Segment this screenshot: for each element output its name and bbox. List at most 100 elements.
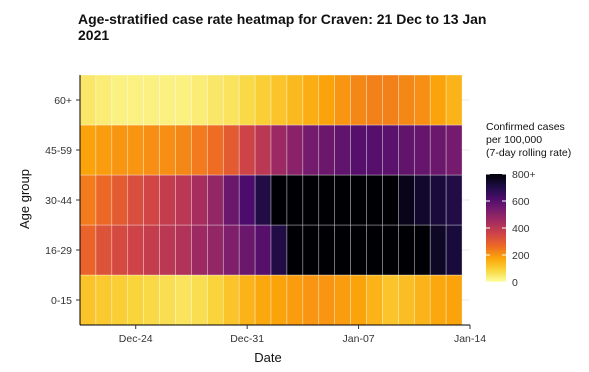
heatmap-cell-45-59-day-24 xyxy=(445,124,463,176)
heatmap-cell-0-15-day-5 xyxy=(143,274,160,326)
heatmap-cell-60+-day-7 xyxy=(175,74,192,126)
legend-title-line-2: per 100,000 xyxy=(486,134,542,146)
heatmap-cell-16-29-day-9 xyxy=(207,224,224,276)
legend-tick-label-200: 200 xyxy=(512,250,530,262)
legend-tick-label-400: 400 xyxy=(512,223,530,235)
heatmap-cell-0-15-day-15 xyxy=(302,274,320,326)
heatmap-cell-45-59-day-9 xyxy=(207,124,224,176)
heatmap-cell-16-29-day-16 xyxy=(318,224,335,276)
heatmap-cell-30-44-day-9 xyxy=(207,174,224,226)
x-axis-title: Date xyxy=(254,350,281,365)
heatmap-cell-30-44-day-13 xyxy=(270,174,288,226)
heatmap-cell-45-59-day-17 xyxy=(334,124,351,176)
legend-color-bar xyxy=(486,174,506,282)
heatmap-cell-60+-day-13 xyxy=(270,74,288,126)
heatmap-cell-45-59-day-2 xyxy=(95,124,113,176)
heatmap-cell-16-29-day-2 xyxy=(95,224,113,276)
heatmap-cell-60+-day-15 xyxy=(302,74,320,126)
heatmap-cell-60+-day-19 xyxy=(366,74,383,126)
heatmap-cell-16-29-day-3 xyxy=(111,224,129,276)
heatmap-cell-60+-day-23 xyxy=(429,74,447,126)
heatmap-cell-60+-day-16 xyxy=(318,74,335,126)
heatmap-cell-0-15-day-4 xyxy=(127,274,144,326)
heatmap-cell-30-44-day-11 xyxy=(238,174,256,226)
heatmap-cell-45-59-day-4 xyxy=(127,124,144,176)
heatmap-cell-0-15-day-17 xyxy=(334,274,351,326)
heatmap-cell-0-15-day-3 xyxy=(111,274,129,326)
heatmap-cell-0-15-day-12 xyxy=(254,274,272,326)
heatmap-cell-45-59-day-8 xyxy=(191,124,208,176)
heatmap-cell-0-15-day-2 xyxy=(95,274,113,326)
heatmap-cell-45-59-day-13 xyxy=(270,124,288,176)
heatmap-cell-16-29-day-17 xyxy=(334,224,351,276)
heatmap-cell-0-15-day-11 xyxy=(238,274,256,326)
heatmap-cell-16-29-day-24 xyxy=(445,224,463,276)
heatmap-cell-0-15-day-19 xyxy=(366,274,383,326)
color-legend: Confirmed cases per 100,000 (7-day rolli… xyxy=(486,121,571,289)
heatmap-cell-16-29-day-15 xyxy=(302,224,320,276)
legend-tick-label-800+: 800+ xyxy=(512,169,536,181)
heatmap-cell-30-44-day-3 xyxy=(111,174,129,226)
heatmap-cell-30-44-day-15 xyxy=(302,174,320,226)
heatmap-cell-30-44-day-19 xyxy=(366,174,383,226)
heatmap-cell-30-44-day-17 xyxy=(334,174,351,226)
heatmap-cell-60+-day-8 xyxy=(191,74,208,126)
heatmap-cell-0-15-day-21 xyxy=(398,274,415,326)
heatmap-cell-60+-day-22 xyxy=(413,74,431,126)
heatmap-cell-30-44-day-16 xyxy=(318,174,335,226)
x-tick-label-Dec-24: Dec-24 xyxy=(119,333,153,345)
heatmap-cell-30-44-day-10 xyxy=(222,174,240,226)
heatmap-cell-45-59-day-15 xyxy=(302,124,320,176)
heatmap-cell-30-44-day-21 xyxy=(398,174,415,226)
y-tick-label-16-29: 16-29 xyxy=(45,245,72,257)
heatmap-cell-45-59-day-7 xyxy=(175,124,192,176)
heatmap-cell-30-44-day-22 xyxy=(413,174,431,226)
heatmap-cell-16-29-day-4 xyxy=(127,224,144,276)
heatmap-cell-45-59-day-3 xyxy=(111,124,129,176)
heatmap-cell-0-15-day-8 xyxy=(191,274,208,326)
heatmap-cell-16-29-day-6 xyxy=(159,224,176,276)
heatmap-cell-60+-day-17 xyxy=(334,74,351,126)
heatmap-cell-0-15-day-18 xyxy=(350,274,367,326)
heatmap-cell-30-44-day-4 xyxy=(127,174,144,226)
heatmap-cell-60+-day-5 xyxy=(143,74,160,126)
heatmap-cell-60+-day-3 xyxy=(111,74,129,126)
heatmap-cell-30-44-day-1 xyxy=(79,174,97,226)
heatmap-cell-16-29-day-13 xyxy=(270,224,288,276)
heatmap-cell-16-29-day-22 xyxy=(413,224,431,276)
heatmap-cell-30-44-day-14 xyxy=(286,174,304,226)
heatmap-cell-45-59-day-18 xyxy=(350,124,367,176)
gridlines xyxy=(462,99,470,301)
heatmap-cell-45-59-day-5 xyxy=(143,124,160,176)
chart-title-line-2: 2021 xyxy=(78,27,109,43)
heatmap-cell-45-59-day-1 xyxy=(79,124,97,176)
heatmap-cell-45-59-day-19 xyxy=(366,124,383,176)
y-tick-label-30-44: 30-44 xyxy=(45,195,72,207)
heatmap-cell-60+-day-24 xyxy=(445,74,463,126)
x-tick-label-Jan-07: Jan-07 xyxy=(343,333,375,345)
x-tick-label-Jan-14: Jan-14 xyxy=(454,333,486,345)
heatmap-cell-60+-day-10 xyxy=(222,74,240,126)
heatmap-cell-0-15-day-22 xyxy=(413,274,431,326)
heatmap-cell-45-59-day-10 xyxy=(222,124,240,176)
heatmap-cell-30-44-day-18 xyxy=(350,174,367,226)
heatmap-cell-60+-day-11 xyxy=(238,74,256,126)
heatmap-cell-45-59-day-20 xyxy=(382,124,399,176)
heatmap-cell-45-59-day-21 xyxy=(398,124,415,176)
heatmap-cell-16-29-day-21 xyxy=(398,224,415,276)
heatmap-cell-30-44-day-12 xyxy=(254,174,272,226)
y-axis-ticks: 0-15 16-29 30-44 45-59 60+ xyxy=(45,95,80,307)
heatmap-cell-60+-day-12 xyxy=(254,74,272,126)
heatmap-cell-16-29-day-10 xyxy=(222,224,240,276)
heatmap-cell-0-15-day-9 xyxy=(207,274,224,326)
heatmap-cell-30-44-day-20 xyxy=(382,174,399,226)
heatmap-cell-16-29-day-7 xyxy=(175,224,192,276)
heatmap-cell-30-44-day-24 xyxy=(445,174,463,226)
heatmap-cell-0-15-day-24 xyxy=(445,274,463,326)
heatmap-cell-16-29-day-18 xyxy=(350,224,367,276)
heatmap-cell-45-59-day-14 xyxy=(286,124,304,176)
heatmap-cell-45-59-day-11 xyxy=(238,124,256,176)
heatmap-cell-45-59-day-16 xyxy=(318,124,335,176)
legend-tick-label-0: 0 xyxy=(512,277,518,289)
